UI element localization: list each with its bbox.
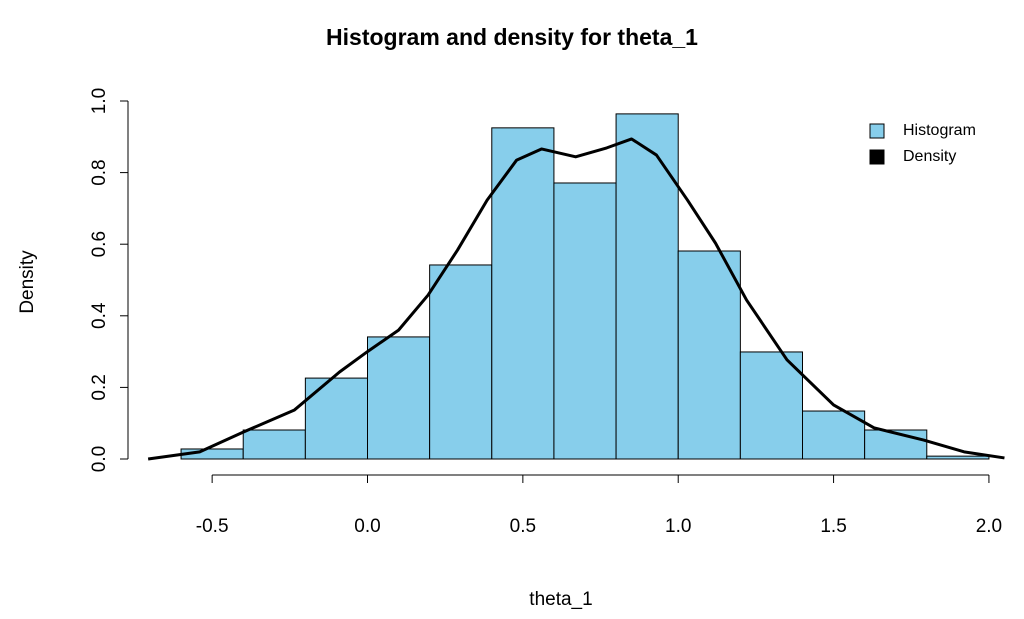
bar	[926, 455, 990, 460]
x-tick-label: -0.5	[196, 516, 229, 537]
bar	[367, 336, 431, 460]
y-tick-label: 0.4	[89, 302, 110, 329]
bar	[429, 264, 493, 460]
y-tick-label: 0.2	[89, 374, 110, 400]
x-tick-label: 1.5	[820, 516, 846, 537]
chart-title: Histogram and density for theta_1	[326, 24, 698, 50]
legend-swatch	[869, 123, 885, 139]
y-tick-label: 0.8	[89, 159, 110, 185]
y-tick-label: 0.0	[89, 446, 110, 472]
x-tick-label: 1.0	[665, 516, 691, 537]
density-line	[147, 137, 1005, 461]
bar	[304, 377, 369, 460]
bar	[242, 429, 306, 460]
x-tick-label: 0.0	[354, 516, 380, 537]
legend-label: Histogram	[903, 122, 976, 139]
x-tick-label: 2.0	[976, 516, 1002, 537]
bar	[491, 127, 555, 460]
bar	[677, 250, 741, 460]
bar	[802, 410, 866, 460]
y-axis-label: Density	[17, 250, 38, 314]
bar	[864, 429, 928, 460]
bar	[615, 113, 679, 460]
bar	[553, 182, 617, 460]
y-tick-label: 1.0	[89, 88, 110, 114]
y-tick-label: 0.6	[89, 231, 110, 257]
legend-swatch	[869, 149, 885, 165]
x-tick-label: 0.5	[510, 516, 536, 537]
bar	[739, 351, 803, 460]
x-axis-label: theta_1	[529, 589, 592, 610]
legend: Histogram Density	[869, 122, 976, 165]
legend-label: Density	[903, 148, 956, 165]
